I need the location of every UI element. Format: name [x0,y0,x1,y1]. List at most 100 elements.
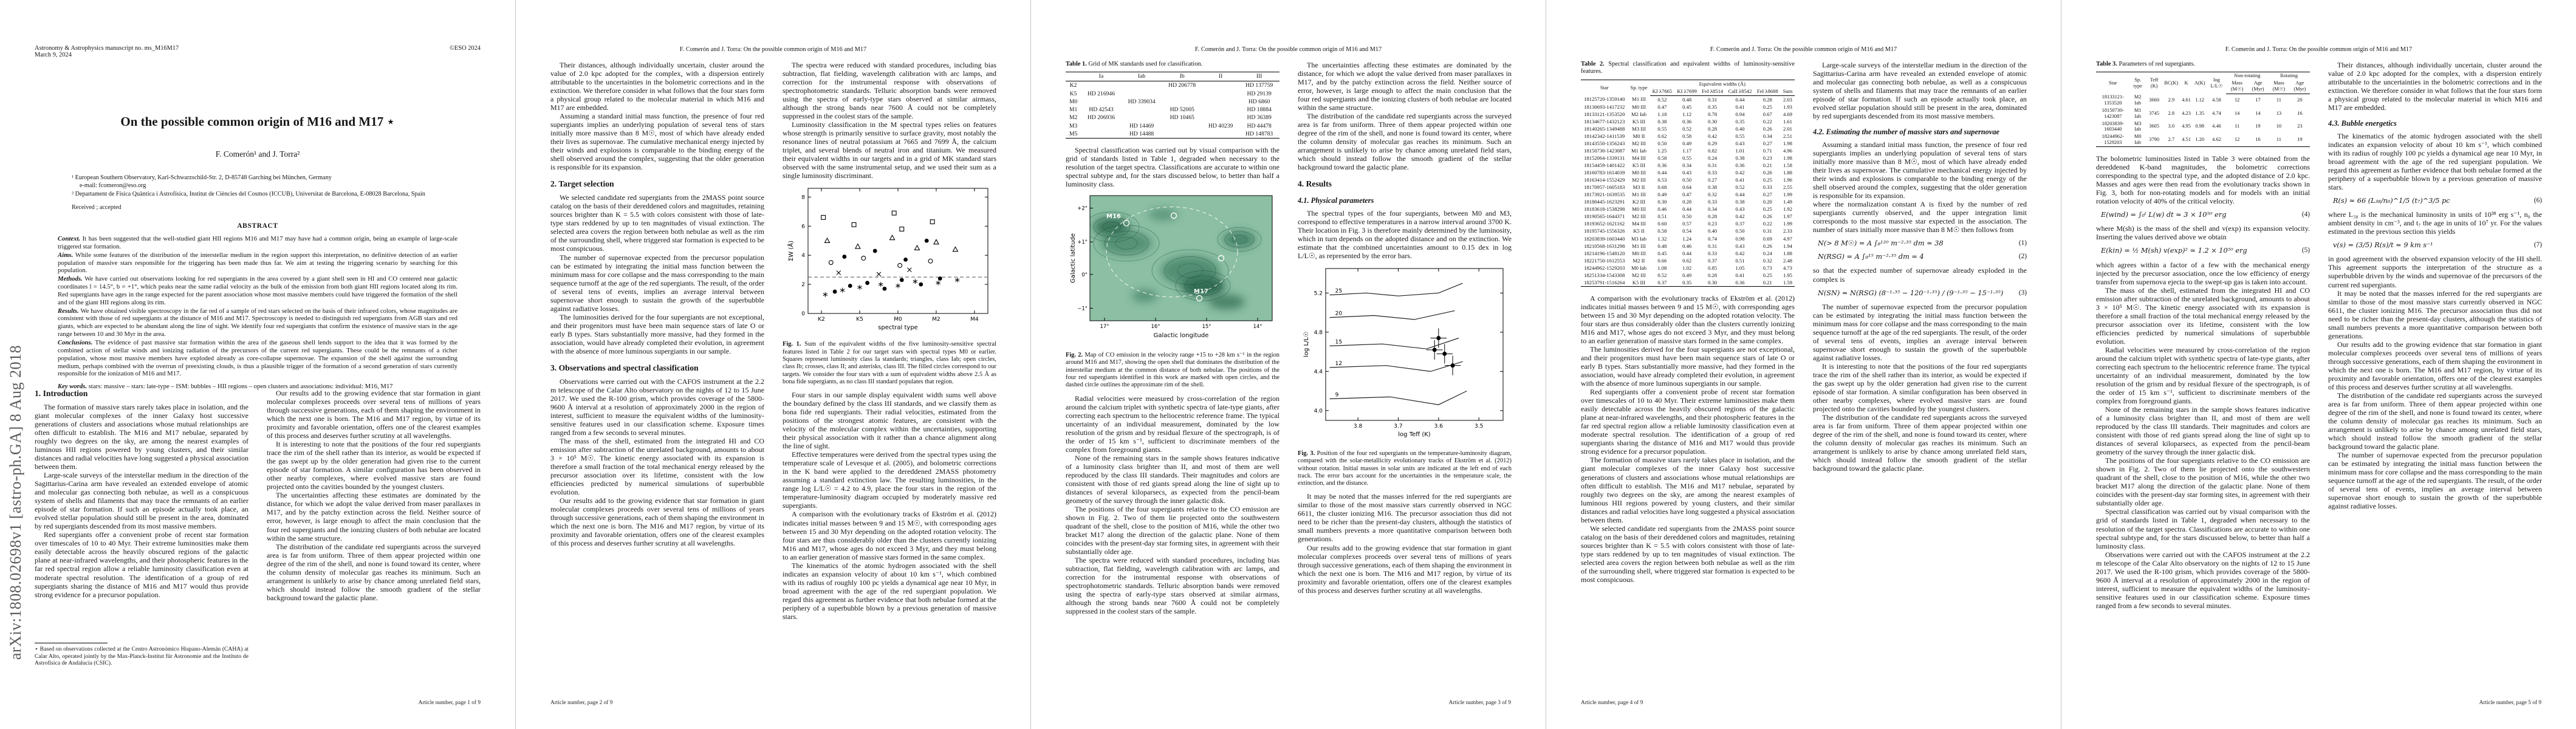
table-cell: 4.73 [1783,264,1792,271]
table-header-row: Star Sp. type Teff (K) BC(K) K A(K) log … [2096,72,2310,88]
paragraph: so that the expected number of supernova… [1813,266,2027,284]
table-cell: 0.35 [1682,279,1692,286]
table-row: 18152064-1339131 M4 III 0.58 0.55 0.24 0.38 0.… [1581,154,1795,162]
paragraph: Red supergiants offer a convenient probe… [35,530,248,599]
table-row: 18130693-1417232 M0 III 0.47 0.45 0.35 0.41 0.… [1581,103,1795,111]
table-cell: 0.58 [1682,132,1692,139]
paragraph: The kinematics of the atomic hydrogen as… [2328,131,2542,191]
table-cell: 0.42 [1708,132,1718,139]
paragraph: It is interesting to note that the posit… [1813,361,2027,414]
table-row: 18150730-1423087 M1 Iab 1.25 1.17 0.82 1.01 0.… [1581,147,1795,154]
svg-text:ΣW (Å): ΣW (Å) [787,241,795,261]
table-row: 18183618-1538298 M0 III 0.46 0.44 0.34 0.43 0.… [1581,205,1795,213]
table-row: 18193652-1621162 M4 III 0.60 0.57 0.23 0.37 0.… [1581,220,1795,227]
table-cell: 0.37 [1657,279,1667,286]
table-row: 18195745-1556326 K5 II 0.58 0.54 0.40 0.50 0.3… [1581,227,1795,234]
running-header: F. Comerón and J. Torra: On the possible… [2225,46,2413,53]
table-cell: 0.52 [1682,125,1692,132]
page2-right-column: The spectra were reduced with standard p… [783,61,996,693]
column-header: FeI λ8514 [1699,87,1726,96]
table-cell: 1.24 [1682,235,1692,242]
column-header: Age (Myr) [2289,80,2310,94]
table-cell: M4 III [1632,155,1646,161]
table-cell: 1.01 [1735,147,1745,154]
table-row: 18244962-1529203 M0 Iab 1.08 1.02 0.85 1.05 0.… [1581,264,1795,272]
svg-text:20: 20 [1335,311,1343,317]
svg-text:+1°: +1° [1077,239,1088,245]
column-header: K [2184,80,2188,86]
subsection-bubble-energetics: 4.3. Bubble energetics [2328,119,2397,128]
equation-7: v(s) = (3/5) R(s)/t ≃ 9 km s⁻¹ (7) [2333,241,2542,250]
page4-left-column: Table 2. Spectral classification and equ… [1581,61,1795,693]
table-cell: 18150730-1423087 [2102,107,2124,119]
table-cell: 4.96 [1783,147,1792,154]
svg-text:M16: M16 [1106,213,1121,220]
paragraph: where M(sh) is the mass of the shell and… [2096,224,2310,242]
table-cell: 10 [2276,123,2282,129]
table-row: M0 HD 339034 HD 6860 [1066,98,1279,106]
table-cell: 18142342-1411539 [1584,132,1625,139]
table-cell: 0.23 [1708,221,1718,227]
table-cell: 0.34 [1762,132,1772,139]
paragraph: The number of supernovae expected from t… [1813,302,2027,362]
table-cell: 1.18 [1657,111,1667,117]
table-cell: K2 III [1632,199,1646,205]
table-cell: 0.33 [1708,199,1718,205]
table-cell: 0.52 [1657,96,1667,103]
column-header: Star [2109,80,2117,86]
section-results: 4. Results [1298,179,1332,189]
table-row: 18140265-1349488 M3 III 0.55 0.52 0.28 0.40 0.… [1581,125,1795,132]
paragraph: The bolometric luminosities listed in Ta… [2096,154,2310,206]
table-cell: 0.28 [1708,213,1718,220]
table-cell: M0 III [1632,206,1646,213]
paragraph: The mass of the shell, estimated from th… [2096,286,2310,346]
abstract-results: Results. We have obtained visible spectr… [58,307,457,338]
table-cell: K5 III [1632,279,1646,286]
figure-3: 3.8 3.7 3.6 3.5 4.0 4.4 4.8 5.2 25 20 15 12 9 log Tef… [1298,264,1512,487]
table-cell [1162,90,1202,98]
keywords: Key words. stars: massive – stars: late-… [58,383,393,391]
table-cell: 0.30 [1708,118,1718,125]
svg-text:4.0: 4.0 [1314,408,1323,414]
column-header: Sum [1780,87,1795,96]
paragraph: It may be noted that the masses inferred… [2328,289,2542,340]
table-cell: 1.17 [1682,147,1692,154]
table-row: 18134677-1432123 K5 III 0.38 0.36 0.30 0.35 0.… [1581,118,1795,125]
table-cell: 18253791-1516264 [1584,279,1625,286]
fig3-caption: Fig. 3. Position of the four red supergi… [1298,450,1512,487]
table-row: 18133121-1353520 M2 Iab 1.18 1.12 0.78 0.94 0.… [1581,111,1795,118]
table-cell: 0.30 [1708,279,1718,286]
table-cell: M2 Iab [2134,94,2142,106]
equation-4: E(wind) = ∫₀ᵗ L(w) dt ≃ 3 × 10⁵⁰ erg (4) [2101,211,2310,219]
table-row: 18160783-1614039 M0 III 0.44 0.43 0.33 0.42 0.… [1581,169,1795,176]
equation-2: N(RSG) = A ∫₉¹⁵ m⁻²·³⁵ dm = 4 (2) [1818,253,2027,261]
table-cell: 14 [2234,110,2240,116]
title-footnote: ⋆ Based on observations collected at the… [35,643,248,667]
table-cell: M1 III [1632,242,1646,249]
paragraph: Their distances, although individually u… [2328,61,2542,112]
table-cell: 0.27 [1762,191,1772,198]
paragraph: Luminosity classification in the M spect… [783,120,996,180]
table3-body: 18133121-1353520 M2 Iab 3660 2.9 4.61 1.12 4.5… [2096,94,2310,146]
running-header: F. Comerón and J. Torra: On the possible… [1194,46,1382,53]
table-cell: 18251334-1543308 [1584,272,1625,278]
table-cell: 0.94 [1735,111,1745,117]
table-cell: 1.96 [1783,177,1792,183]
table-row: 18143550-1356243 M2 III 0.50 0.49 0.29 0.43 0.… [1581,140,1795,147]
table-cell: 0.43 [1735,206,1745,213]
paragraph: Radial velocities were measured by cross… [2096,345,2310,406]
section-observations: 3. Observations and spectral classificat… [550,363,699,372]
table-cell: 4.46 [2212,123,2221,129]
table-cell: M2 III [1632,177,1646,183]
affiliation-1: ¹ European Southern Observatory, Karl-Sc… [72,174,332,181]
page-1: arXiv:1808.02698v1 [astro-ph.GA] 8 Aug 2… [0,0,515,729]
paragraph: The distribution of the candidate red su… [2328,391,2542,451]
arxiv-stamp: arXiv:1808.02698v1 [astro-ph.GA] 8 Aug 2… [7,344,24,660]
table-cell: 1.35 [2195,110,2205,116]
table-cell: M0 Iab [2134,134,2142,146]
table-cell: 1.20 [2195,137,2205,143]
table-cell: 0.30 [1657,199,1667,205]
table-cell: 18244962-1529203 [1584,264,1625,271]
table-cell: M3 Iab [2134,120,2142,132]
